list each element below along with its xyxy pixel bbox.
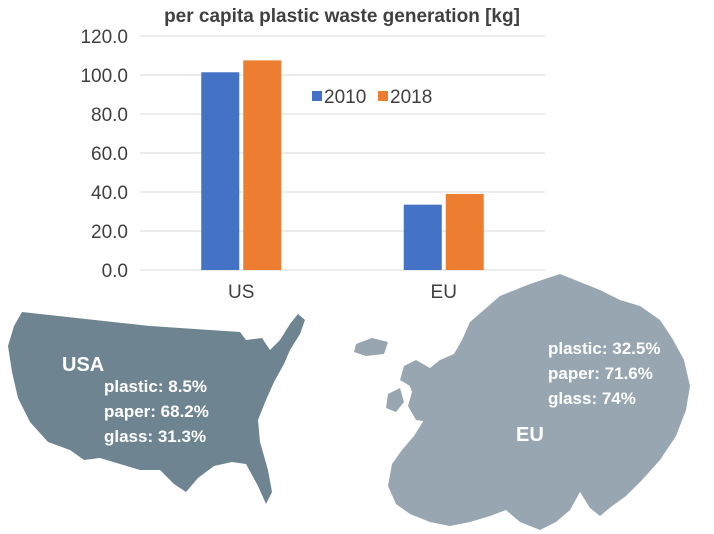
eu-stat-glass: glass: 74% xyxy=(548,389,636,408)
eu-stat-plastic: plastic: 32.5% xyxy=(548,339,661,358)
maps-panel: USA plastic: 8.5% paper: 68.2% glass: 31… xyxy=(0,260,714,534)
ireland-shape xyxy=(386,388,404,412)
legend-label-2010: 2010 xyxy=(324,87,366,108)
y-tick-label: 20.0 xyxy=(91,222,128,243)
usa-map-shape xyxy=(8,312,305,504)
usa-stat-paper: paper: 68.2% xyxy=(104,402,209,421)
bars xyxy=(201,60,484,271)
category-label-eu: EU xyxy=(431,282,457,300)
usa-stat-plastic: plastic: 8.5% xyxy=(104,377,207,396)
usa-stats: plastic: 8.5% paper: 68.2% glass: 31.3% xyxy=(104,374,209,449)
category-label-us: US xyxy=(228,282,254,300)
usa-map-title: USA xyxy=(62,354,105,376)
eu-map-title: EU xyxy=(516,424,544,446)
bar-us-2010 xyxy=(201,72,240,271)
y-tick-label: 60.0 xyxy=(91,144,128,165)
y-tick-label: 100.0 xyxy=(80,66,128,87)
y-tick-label: 80.0 xyxy=(91,105,128,126)
maps-shapes xyxy=(8,274,690,530)
gridlines xyxy=(140,35,545,271)
y-axis-ticks: 0.0 20.0 40.0 60.0 80.0 100.0 120.0 xyxy=(80,27,128,282)
category-labels: US EU xyxy=(228,282,457,300)
eu-map-shape xyxy=(388,274,690,530)
bar-us-2018 xyxy=(243,60,282,270)
scandinavia-shape xyxy=(460,296,528,400)
bar-eu-2018 xyxy=(445,193,484,270)
eu-stats: plastic: 32.5% paper: 71.6% glass: 74% xyxy=(548,336,660,411)
y-tick-label: 0.0 xyxy=(102,261,128,282)
uk-shape xyxy=(406,364,438,422)
usa-stat-glass: glass: 31.3% xyxy=(104,427,207,446)
iceland-shape xyxy=(354,338,388,356)
eu-stat-paper: paper: 71.6% xyxy=(548,364,653,383)
legend-swatch-2018 xyxy=(378,91,388,101)
bar-chart: per capita plastic waste generation [kg]… xyxy=(80,6,545,300)
y-tick-label: 120.0 xyxy=(80,27,128,48)
chart-title: per capita plastic waste generation [kg] xyxy=(164,6,520,27)
legend: 2010 2018 xyxy=(312,87,432,108)
y-tick-label: 40.0 xyxy=(91,183,128,204)
legend-swatch-2010 xyxy=(312,91,322,101)
legend-label-2018: 2018 xyxy=(390,87,432,108)
bar-eu-2010 xyxy=(403,204,442,270)
